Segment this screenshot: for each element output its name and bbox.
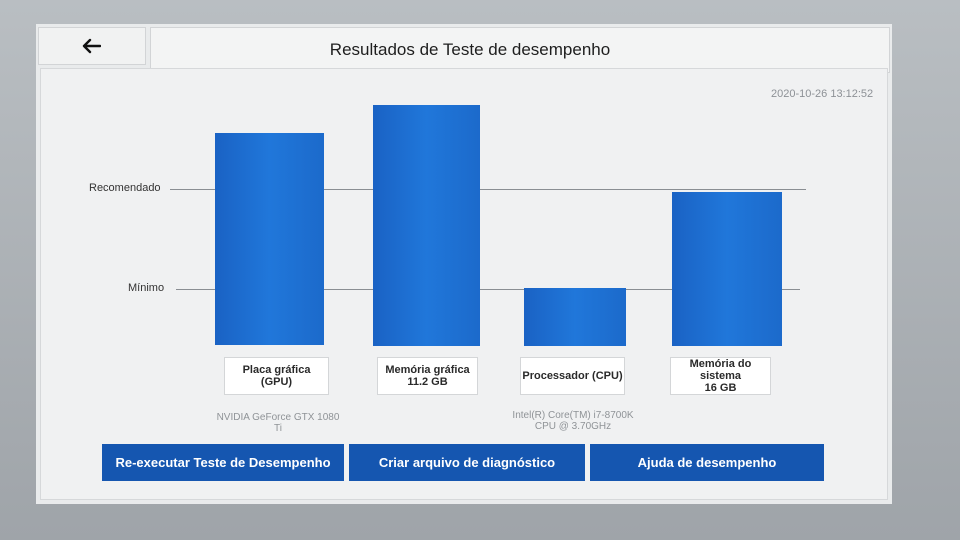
category-label-graphics-memory: Memória gráfica 11.2 GB (377, 357, 478, 395)
cpu-detail-line: Intel(R) Core(TM) i7-8700K (512, 410, 634, 421)
gpu-detail: NVIDIA GeForce GTX 1080 Ti (208, 412, 348, 434)
recommended-line (170, 189, 806, 190)
cpu-detail-line: CPU @ 3.70GHz (534, 421, 612, 432)
category-label-line: 16 GB (704, 382, 737, 394)
category-label-system-memory: Memória do sistema 16 GB (670, 357, 771, 395)
bar-gpu (215, 133, 324, 345)
category-label-line: 11.2 GB (407, 376, 448, 388)
header-bar: Resultados de Teste de desempenho (150, 27, 890, 73)
bar-cpu (524, 288, 626, 346)
page-title: Resultados de Teste de desempenho (329, 40, 611, 59)
bar-system-memory (672, 192, 782, 346)
timestamp: 2020-10-26 13:12:52 (771, 88, 874, 100)
bar-graphics-memory (373, 105, 480, 346)
category-label-line: Placa gráfica (242, 364, 311, 376)
arrow-left-icon (81, 38, 101, 54)
back-button[interactable] (38, 27, 146, 65)
category-label-line: Memória gráfica (385, 364, 470, 376)
minimum-label: Mínimo (128, 282, 165, 294)
gpu-detail-line: NVIDIA GeForce GTX 1080 (216, 412, 340, 423)
category-label-line: Processador (CPU) (522, 370, 623, 382)
category-label-cpu: Processador (CPU) (520, 357, 625, 395)
cpu-detail: Intel(R) Core(TM) i7-8700K CPU @ 3.70GHz (500, 410, 646, 432)
category-label-line: Memória do (689, 358, 752, 370)
category-label-line: sistema (700, 370, 741, 382)
category-label-line: (GPU) (260, 376, 293, 388)
category-label-gpu: Placa gráfica (GPU) (224, 357, 329, 395)
rerun-test-button[interactable]: Re-executar Teste de Desempenho (102, 444, 344, 481)
recommended-label: Recomendado (89, 182, 161, 194)
minimum-line (176, 289, 800, 290)
performance-help-button[interactable]: Ajuda de desempenho (590, 444, 824, 481)
gpu-detail-line: Ti (274, 423, 282, 434)
create-diagnostic-button[interactable]: Criar arquivo de diagnóstico (349, 444, 585, 481)
